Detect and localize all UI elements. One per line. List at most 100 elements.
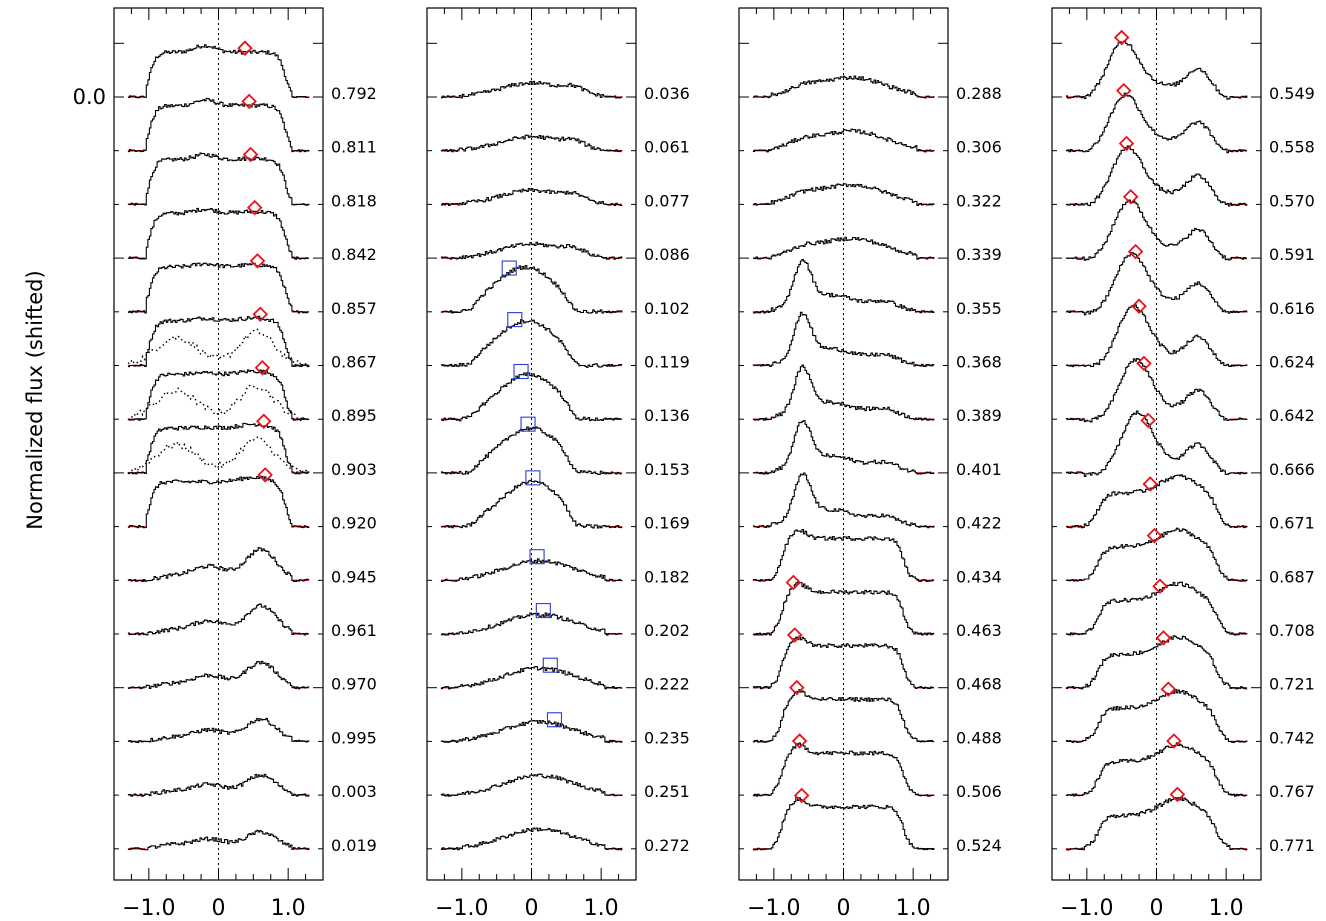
phase-label: 0.792: [331, 84, 377, 103]
square-marker: [513, 363, 529, 380]
square-marker: [546, 712, 563, 728]
line-profile: [1065, 252, 1248, 316]
diamond-marker: [1113, 29, 1130, 46]
diamond-marker: [786, 627, 803, 643]
diamond-marker: [789, 679, 805, 696]
phase-label: 0.272: [644, 836, 690, 855]
line-profile: [127, 97, 310, 153]
diamond-marker: [252, 306, 269, 323]
phase-label: 0.422: [956, 514, 1002, 533]
x-tick-label: −1.0: [435, 896, 488, 921]
line-profile: [127, 773, 310, 797]
phase-label: 0.019: [331, 836, 377, 855]
phase-label: 0.389: [956, 406, 1002, 425]
line-profile: [440, 773, 623, 797]
phase-label: 0.961: [331, 621, 377, 640]
phase-label: 0.920: [331, 514, 377, 533]
panel-3: −1.0 0 1.0 0.288 0.306 0.322 0.339 0.355 0.368 0.…: [738, 7, 1002, 921]
x-tick-label: 0: [525, 896, 539, 921]
line-profile: [1065, 92, 1247, 154]
line-profile: [440, 479, 623, 529]
diamond-marker: [1131, 298, 1147, 314]
diamond-marker: [1166, 733, 1182, 749]
y-tick-label-zero: 0.0: [73, 85, 106, 109]
phase-label: 0.003: [331, 782, 377, 801]
phase-label: 0.895: [331, 406, 377, 425]
phase-label: 0.995: [331, 728, 377, 747]
line-profile: [752, 796, 935, 851]
phase-label: 0.818: [331, 191, 377, 210]
line-profile: [127, 369, 310, 421]
phase-label: 0.182: [644, 567, 690, 586]
line-profile: [1065, 581, 1248, 636]
x-tick-label: 1.0: [271, 896, 306, 921]
square-marker: [525, 470, 541, 486]
panels-group: −1.0 0 1.0 0.792 0.811 0.818 0.842 0.857 0.867 0.…: [113, 7, 1315, 921]
phase-label: 0.102: [644, 299, 690, 318]
diamond-marker: [1146, 527, 1163, 544]
diamond-marker: [256, 413, 272, 430]
phase-label: 0.488: [956, 728, 1002, 747]
line-profile: [440, 558, 623, 582]
diamond-marker: [241, 93, 257, 110]
diamond-marker: [1115, 82, 1132, 99]
diamond-marker: [1122, 188, 1139, 205]
y-axis-label: Normalized flux (shifted): [23, 270, 47, 529]
line-profile: [127, 422, 310, 475]
phase-label: 0.811: [331, 138, 377, 157]
line-profile: [127, 603, 309, 636]
line-profile: [1065, 357, 1248, 423]
line-profile: [752, 420, 935, 475]
line-profile: [752, 472, 935, 529]
line-profile: [1065, 145, 1248, 207]
phase-label: 0.642: [1269, 406, 1315, 425]
x-tick-label: 0: [837, 896, 851, 921]
line-profile: [752, 236, 935, 260]
phase-label: 0.077: [644, 191, 690, 210]
line-profile: [1065, 635, 1248, 690]
x-tick-label: 0: [1150, 896, 1164, 921]
phase-label: 0.666: [1269, 460, 1315, 479]
dotted-profile: [127, 328, 308, 369]
line-profile: [127, 315, 310, 368]
x-tick-label: −1.0: [747, 896, 800, 921]
x-tick-label: 1.0: [896, 896, 931, 921]
line-profile: [440, 372, 622, 422]
phase-label: 0.061: [644, 138, 690, 157]
line-profile: [127, 44, 310, 99]
phase-label: 0.119: [644, 353, 690, 372]
line-profile: [752, 581, 935, 636]
phase-label: 0.322: [956, 191, 1002, 210]
diamond-marker: [1136, 355, 1152, 372]
phase-label: 0.153: [644, 460, 690, 479]
phase-label: 0.202: [644, 621, 690, 640]
line-profile: [1065, 304, 1248, 368]
phase-label: 0.463: [956, 621, 1002, 640]
diamond-marker: [791, 733, 808, 749]
phase-label: 0.945: [331, 567, 377, 586]
phase-label: 0.468: [956, 675, 1002, 694]
square-marker: [535, 603, 551, 619]
line-profile: [440, 80, 623, 99]
phase-label: 0.339: [956, 245, 1002, 264]
diamond-marker: [1152, 578, 1168, 594]
phase-label: 0.671: [1269, 514, 1315, 533]
diamond-marker: [237, 40, 253, 56]
phase-label: 0.558: [1269, 138, 1315, 157]
phase-label: 0.169: [644, 514, 690, 533]
line-profile: [127, 152, 310, 206]
line-profile: [1065, 199, 1247, 261]
line-profile: [752, 183, 935, 206]
phase-label: 0.970: [331, 675, 377, 694]
phase-label: 0.368: [956, 353, 1002, 372]
phase-label: 0.857: [331, 299, 377, 318]
phase-label: 0.903: [331, 460, 377, 479]
panel-4: −1.0 0 1.0 0.549 0.558 0.570 0.591 0.616 0.624 0.…: [1051, 7, 1315, 921]
phase-label: 0.591: [1269, 245, 1315, 264]
line-profile: [752, 128, 935, 153]
line-profile: [1065, 689, 1248, 744]
phase-label: 0.867: [331, 353, 377, 372]
phase-label: 0.842: [331, 245, 377, 264]
square-marker: [542, 657, 558, 673]
